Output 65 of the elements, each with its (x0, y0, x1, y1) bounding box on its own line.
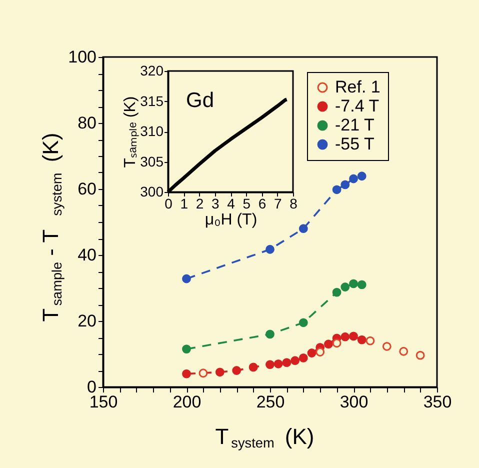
x-tick-label: 200 (172, 392, 202, 412)
point (349, 174, 358, 184)
point (215, 368, 224, 377)
point (349, 279, 358, 288)
point (298, 318, 308, 328)
y-tick-label: 60 (78, 180, 96, 198)
point (332, 338, 342, 348)
x-tick-label: 2 (196, 196, 204, 212)
y-tick-label: 315 (140, 92, 164, 109)
x-tick-label: 5 (242, 196, 251, 212)
point (357, 172, 366, 181)
point (182, 344, 191, 354)
x-tick-label: 8 (290, 196, 298, 212)
point (307, 348, 316, 358)
point (357, 280, 366, 290)
x-tick-label: 4 (227, 196, 236, 212)
y-tick-label: 320 (140, 62, 164, 78)
y-tick-label: 80 (78, 114, 96, 132)
point (332, 185, 342, 194)
x-tick-label: 250 (256, 392, 285, 412)
point (340, 180, 350, 190)
x-axis-title: μ₀H (T) (204, 212, 258, 228)
point (399, 346, 408, 356)
y-tick-label: 300 (140, 184, 164, 200)
legend-label: -55 T (335, 134, 374, 154)
point (232, 366, 242, 375)
point (198, 368, 208, 378)
point (316, 348, 325, 356)
point (324, 340, 333, 349)
point (266, 244, 274, 254)
y-tick-label: 305 (140, 153, 164, 170)
x-tick-label: 300 (340, 392, 368, 412)
point (416, 350, 425, 360)
x-tick-label: 3 (211, 196, 220, 212)
point (340, 332, 350, 342)
point (357, 335, 366, 344)
y-tick-label: 20 (78, 312, 96, 330)
y-axis-title: Tₛₐₘₚₗₑ (K) (122, 96, 140, 168)
y-axis-title: Tsample - Tsystem (K) (38, 132, 65, 322)
point (382, 342, 392, 351)
point (298, 224, 308, 234)
point (182, 274, 191, 284)
legend-label: Ref. 1 (335, 78, 380, 96)
point (366, 336, 375, 346)
x-tick-label: 7 (274, 196, 282, 212)
point (340, 282, 350, 292)
x-tick-label: 350 (423, 392, 452, 412)
point (332, 288, 342, 297)
y-tick-label: 310 (140, 123, 164, 139)
point (266, 330, 274, 339)
annotation: Gd (186, 89, 214, 112)
legend-label: -21 T (335, 116, 374, 134)
legend-label: -7.4 T (335, 96, 380, 116)
x-tick-label: 6 (258, 196, 266, 212)
point (282, 358, 292, 368)
point (248, 362, 258, 372)
y-tick-label: 40 (78, 246, 96, 264)
point (266, 360, 274, 370)
point (182, 369, 191, 378)
point (274, 359, 283, 368)
x-tick-label: 1 (180, 196, 188, 212)
point (298, 354, 308, 362)
y-tick-label: 100 (68, 48, 96, 66)
point (290, 356, 300, 366)
point (349, 332, 358, 341)
